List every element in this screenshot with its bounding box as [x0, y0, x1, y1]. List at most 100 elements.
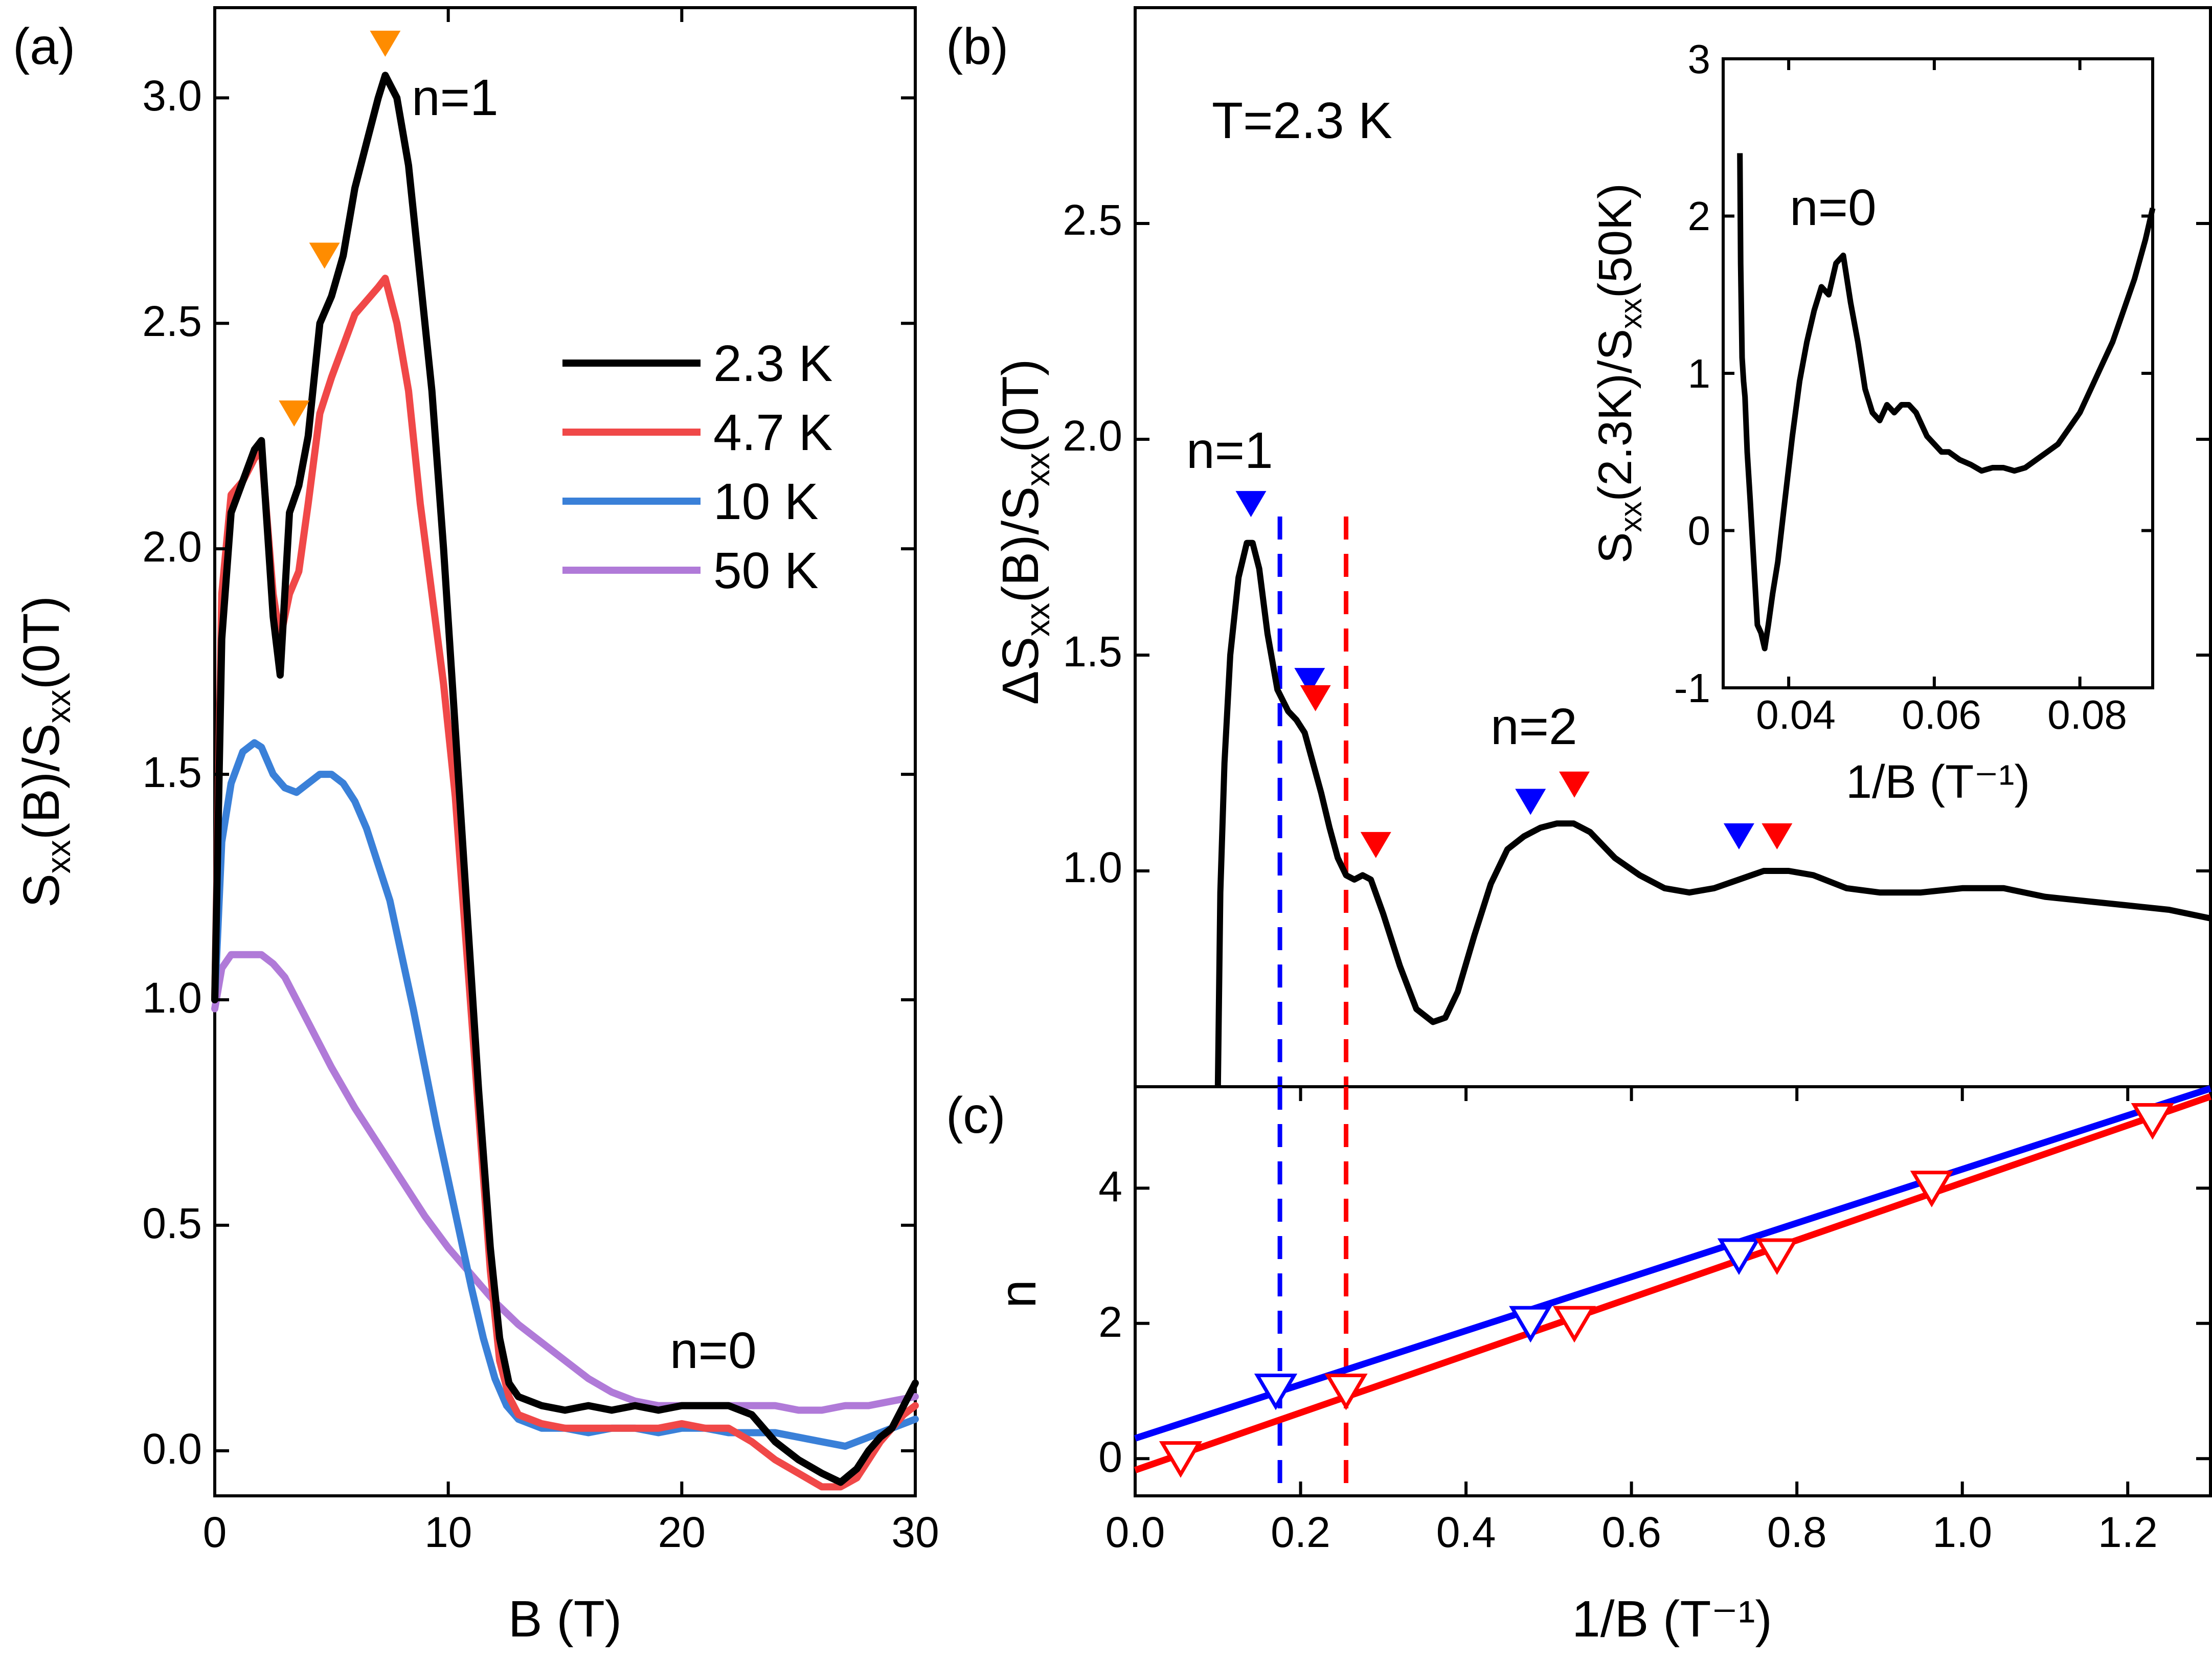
legend-label-50k: 50 K: [713, 542, 819, 599]
x-tick-label: 10: [424, 1508, 472, 1556]
legend-label-2-3k: 2.3 K: [713, 335, 833, 392]
inset: 0.04 0.06 0.08 -1 0 1 2 3 1/B (T⁻¹) Sxx(…: [1589, 36, 2156, 808]
panel-b-y-axis-label: ΔSxx(B)/Sxx(0T): [992, 359, 1056, 705]
series-line-b: [1214, 540, 2211, 1087]
y-tick-label: 3: [1688, 36, 1711, 82]
blue-marker: [1294, 668, 1325, 694]
panel-a-x-axis-label: B (T): [508, 1590, 622, 1648]
y-tick-label: 2: [1688, 193, 1711, 239]
panel-b-ticks: [1135, 222, 2210, 872]
inset-ticks: [1723, 57, 2153, 689]
x-tick-label: 0.6: [1601, 1508, 1661, 1556]
panel-a-y-tick-labels: 0.0 0.5 1.0 1.5 2.0 2.5 3.0: [142, 72, 202, 1473]
annotation-n0-inset: n=0: [1790, 179, 1877, 236]
y-tick-label: 0.5: [142, 1199, 202, 1247]
blue-marker: [1723, 823, 1754, 849]
y-tick-label: 1.0: [142, 974, 202, 1022]
y-tick-label: 1: [1688, 351, 1711, 396]
open-triangle-blue: [1717, 1238, 1761, 1275]
x-tick-label: 1.2: [2098, 1508, 2158, 1556]
orange-marker: [279, 400, 310, 427]
fit-line-blue: [1134, 1085, 2212, 1442]
x-tick-label: 1.0: [1932, 1508, 1992, 1556]
panel-b-y-tick-labels: 1.0 1.5 2.0 2.5: [1063, 196, 1122, 891]
panel-a-series: [211, 72, 919, 1491]
open-triangle-red: [1910, 1171, 1953, 1207]
open-triangle-red: [1159, 1441, 1203, 1478]
y-tick-label: 0: [1688, 508, 1711, 553]
open-triangle-red: [2131, 1103, 2174, 1140]
panel-b-series: [1214, 540, 2211, 1087]
series-line-2-3-K: [211, 72, 919, 1486]
inset-x-tick-labels: 0.04 0.06 0.08: [1756, 692, 2127, 737]
open-triangle-red: [1552, 1306, 1596, 1343]
red-marker: [1559, 771, 1590, 798]
panel-b-dashed-lines: [1277, 517, 1349, 1087]
panel-a-label: (a): [13, 18, 75, 75]
panel-c: (c) 0.0 0.2 0.4 0.6 0.8 1.0 1.2 0 2 4 1/…: [946, 1085, 2212, 1648]
inset-frame: [1722, 57, 2154, 689]
y-tick-label: 2.0: [1063, 412, 1122, 460]
open-triangle-red: [1324, 1373, 1368, 1410]
legend-label-4-7k: 4.7 K: [713, 404, 833, 461]
y-tick-label: 4: [1098, 1162, 1122, 1210]
y-tick-label: 2.0: [142, 523, 202, 571]
panel-a-frame: [213, 6, 917, 1497]
y-tick-label: 2: [1098, 1298, 1122, 1346]
x-tick-label: 0.2: [1271, 1508, 1330, 1556]
open-triangle-blue: [1509, 1306, 1552, 1343]
y-tick-label: 3.0: [142, 72, 202, 120]
y-tick-label: 0.0: [142, 1425, 202, 1473]
panel-c-ticks: [1134, 1087, 2210, 1496]
panel-c-y-axis-label: n: [989, 1280, 1047, 1308]
panel-a-y-axis-label: Sxx(B)/Sxx(0T): [13, 596, 77, 908]
red-marker: [1300, 685, 1331, 711]
orange-marker: [370, 31, 401, 57]
inset-y-axis-label: Sxx(2.3K)/Sxx(50K): [1589, 183, 1648, 564]
panel-a: (a) 0 10 20 30 0.0 0.5 1.0 1.5 2.0 2.5 3…: [13, 6, 939, 1648]
annotation-n1-a: n=1: [412, 69, 499, 126]
panel-a-x-tick-labels: 0 10 20 30: [203, 1508, 939, 1556]
y-tick-label: 1.0: [1063, 843, 1122, 891]
red-marker: [1360, 832, 1391, 858]
panel-c-y-tick-labels: 0 2 4: [1098, 1162, 1122, 1481]
annotation-n1-b: n=1: [1186, 422, 1273, 479]
y-tick-label: 0: [1098, 1433, 1122, 1481]
legend: 2.3 K 4.7 K 10 K 50 K: [562, 335, 833, 599]
open-triangle-red: [1755, 1238, 1799, 1275]
panel-c-fit-lines: [1134, 1085, 2212, 1473]
x-tick-label: 0.08: [2047, 692, 2127, 737]
panel-b-markers: [1235, 491, 1793, 858]
x-tick-label: 0.4: [1436, 1508, 1496, 1556]
fit-line-red: [1134, 1093, 2212, 1473]
series-line-50-K: [211, 951, 919, 1414]
x-tick-label: 0.0: [1105, 1508, 1165, 1556]
panel-c-x-axis-label: 1/B (T⁻¹): [1572, 1590, 1772, 1648]
panel-c-label: (c): [946, 1087, 1006, 1144]
panel-c-dashed-lines: [1277, 1087, 1349, 1496]
open-triangle-blue: [1254, 1373, 1298, 1410]
series-line-10-K: [211, 739, 919, 1450]
inset-y-tick-labels: -1 0 1 2 3: [1674, 36, 1710, 711]
panel-c-x-tick-labels: 0.0 0.2 0.4 0.6 0.8 1.0 1.2: [1105, 1508, 2158, 1556]
annotation-n0-a: n=0: [670, 1322, 757, 1379]
series-line-inset: [1737, 153, 2156, 652]
annotation-temperature: T=2.3 K: [1212, 92, 1392, 149]
y-tick-label: 1.5: [142, 748, 202, 796]
y-tick-label: 2.5: [1063, 196, 1122, 244]
x-tick-label: 0: [203, 1508, 227, 1556]
x-tick-label: 30: [891, 1508, 939, 1556]
orange-marker: [309, 242, 340, 269]
legend-label-10k: 10 K: [713, 473, 819, 530]
blue-marker: [1235, 491, 1267, 518]
blue-marker: [1515, 789, 1546, 815]
panel-a-markers: [279, 31, 401, 427]
y-tick-label: -1: [1674, 665, 1710, 711]
x-tick-label: 20: [658, 1508, 706, 1556]
x-tick-label: 0.04: [1756, 692, 1836, 737]
y-tick-label: 1.5: [1063, 627, 1122, 676]
panel-b: (b) 1.0 1.5 2.0 2.5 ΔSxx(B)/Sxx(0T) T=2.…: [946, 6, 2212, 1088]
panel-a-ticks: [213, 8, 917, 1496]
y-tick-label: 2.5: [142, 297, 202, 345]
